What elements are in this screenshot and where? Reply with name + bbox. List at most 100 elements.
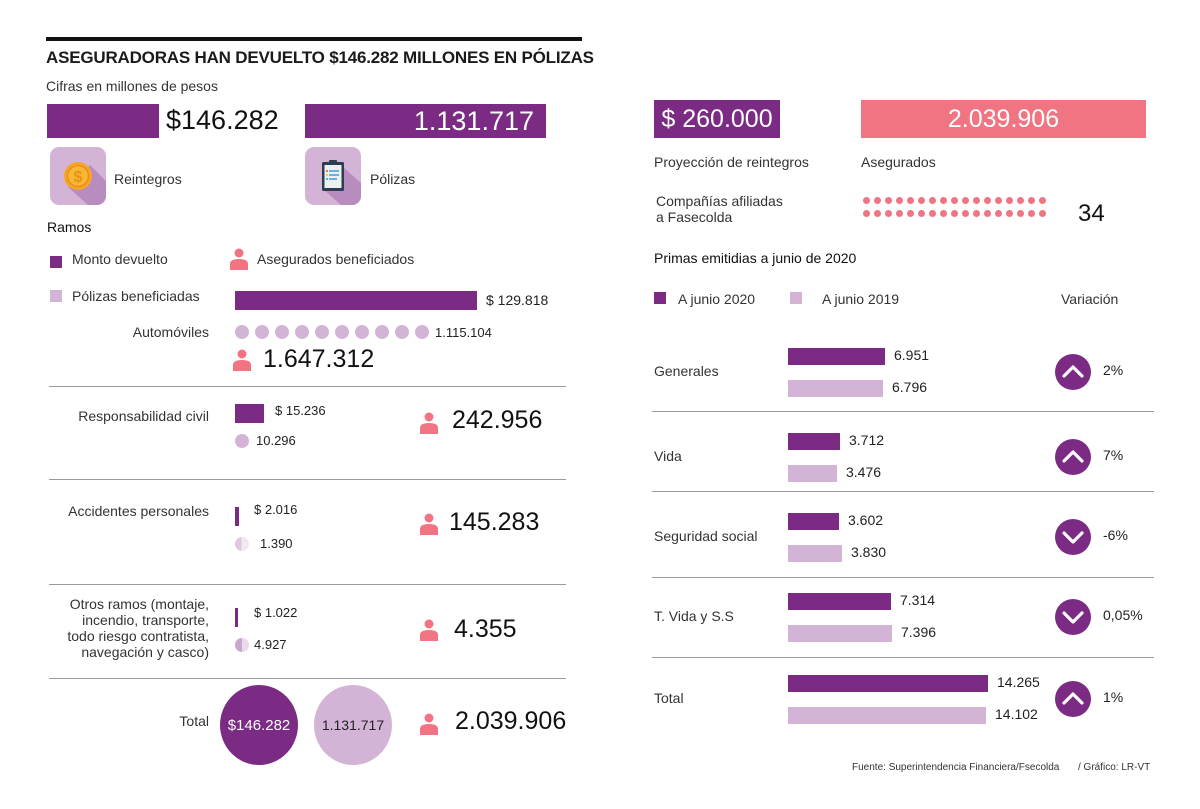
arrow-up-icon xyxy=(1055,439,1091,475)
arrow-up-icon xyxy=(1055,354,1091,390)
company-dot xyxy=(918,210,925,217)
monto-value-accidentes: $ 2.016 xyxy=(254,502,298,517)
company-dot xyxy=(907,197,914,204)
row-divider xyxy=(49,678,566,679)
row-divider xyxy=(652,577,1154,578)
polizas-label: Pólizas xyxy=(370,171,416,187)
arrow-up-icon xyxy=(1055,681,1091,717)
companias-value: 34 xyxy=(1078,200,1105,227)
polizas-value-otros: 4.927 xyxy=(254,637,287,652)
bar-value-label: 7.314 xyxy=(900,592,936,608)
legend-monto-swatch xyxy=(50,256,62,268)
company-dot xyxy=(1017,197,1024,204)
variation-header: Variación xyxy=(1061,291,1119,307)
legend-2020-label: A junio 2020 xyxy=(678,291,756,307)
row-label-otros: Otros ramos (montaje, incendio, transpor… xyxy=(30,596,209,660)
category-label: Seguridad social xyxy=(654,528,758,544)
variation-value: 0,05% xyxy=(1103,607,1143,623)
monto-value-responsabilidad: $ 15.236 xyxy=(275,403,326,418)
company-dot xyxy=(984,210,991,217)
category-label: Vida xyxy=(654,448,682,464)
company-dot xyxy=(885,210,892,217)
monto-value-otros: $ 1.022 xyxy=(254,605,298,620)
reintegros-bar xyxy=(47,104,159,138)
subtitle: Cifras en millones de pesos xyxy=(46,78,218,94)
polizas-value: 1.131.717 xyxy=(305,104,546,138)
polizas-dot xyxy=(375,325,389,339)
company-dot xyxy=(885,197,892,204)
row-divider xyxy=(652,491,1154,492)
company-dot xyxy=(962,197,969,204)
person-icon xyxy=(233,349,251,371)
variation-value: 1% xyxy=(1103,689,1124,705)
company-dot xyxy=(1006,197,1013,204)
polizas-dot xyxy=(415,325,429,339)
reintegros-label: Reintegros xyxy=(114,171,182,187)
companias-label-line: a Fasecolda xyxy=(656,209,733,225)
monto-bar-otros xyxy=(235,608,238,627)
polizas-dots-automoviles xyxy=(235,325,429,339)
category-label: T. Vida y S.S xyxy=(654,608,734,624)
legend-monto-label: Monto devuelto xyxy=(72,251,168,267)
polizas-dot xyxy=(335,325,349,339)
company-dot xyxy=(874,210,881,217)
polizas-dot xyxy=(395,325,409,339)
asegurados-value-otros: 4.355 xyxy=(454,615,517,643)
company-dot xyxy=(951,210,958,217)
company-dot xyxy=(984,197,991,204)
legend-2020-swatch xyxy=(654,292,666,304)
category-label: Generales xyxy=(654,363,719,379)
monto-value-automoviles: $ 129.818 xyxy=(486,292,549,308)
bar-2020 xyxy=(788,513,839,530)
row-divider xyxy=(49,584,566,585)
row-divider xyxy=(652,411,1154,412)
bar-2020 xyxy=(788,348,885,365)
variation-value: 7% xyxy=(1103,447,1124,463)
bar-value-label: 3.476 xyxy=(846,464,882,480)
companias-dots xyxy=(863,197,1055,217)
legend-polizas-swatch xyxy=(50,290,62,302)
credit-text: / Gráfico: LR-VT xyxy=(1078,762,1151,773)
companias-label: Compañías afiliadas a Fasecolda xyxy=(656,193,783,225)
row-label-line: todo riesgo contratista, xyxy=(67,628,209,644)
company-dot xyxy=(973,197,980,204)
asegurados-label: Asegurados xyxy=(861,154,936,170)
monto-bar-automoviles xyxy=(235,291,477,310)
monto-bar-accidentes xyxy=(235,507,239,526)
company-dot xyxy=(962,210,969,217)
bar-value-label: 7.396 xyxy=(901,624,937,640)
arrow-down-icon xyxy=(1055,519,1091,555)
bar-value-label: 3.830 xyxy=(851,544,887,560)
variation-value: -6% xyxy=(1103,527,1128,543)
bar-value-label: 3.712 xyxy=(849,432,885,448)
row-label-accidentes: Accidentes personales xyxy=(68,503,209,519)
legend-asegurados-label: Asegurados beneficiados xyxy=(257,251,415,267)
company-dot xyxy=(1017,210,1024,217)
company-dot xyxy=(951,197,958,204)
company-dot xyxy=(929,210,936,217)
company-dot xyxy=(940,210,947,217)
company-dot xyxy=(995,210,1002,217)
company-dot xyxy=(907,210,914,217)
clipboard-icon xyxy=(305,147,361,205)
person-icon xyxy=(230,248,248,270)
arrow-down-icon xyxy=(1055,599,1091,635)
polizas-dot xyxy=(315,325,329,339)
person-icon xyxy=(420,619,438,641)
person-icon xyxy=(420,412,438,434)
row-divider xyxy=(652,657,1154,658)
bar-value-label: 14.265 xyxy=(997,674,1040,690)
bar-value-label: 6.951 xyxy=(894,347,930,363)
polizas-value-accidentes: 1.390 xyxy=(260,536,293,551)
total-monto-circle: $146.282 xyxy=(220,685,298,765)
total-polizas-circle: 1.131.717 xyxy=(314,685,392,765)
company-dot xyxy=(1028,197,1035,204)
row-divider xyxy=(49,479,566,480)
company-dot xyxy=(896,210,903,217)
row-label-line: Otros ramos (montaje, xyxy=(69,596,209,612)
legend-2019-swatch xyxy=(790,292,802,304)
polizas-dot-responsabilidad xyxy=(235,434,249,448)
row-divider xyxy=(49,386,566,387)
company-dot xyxy=(874,197,881,204)
source-text: Fuente: Superintendencia Financiera/Fsec… xyxy=(852,762,1060,773)
